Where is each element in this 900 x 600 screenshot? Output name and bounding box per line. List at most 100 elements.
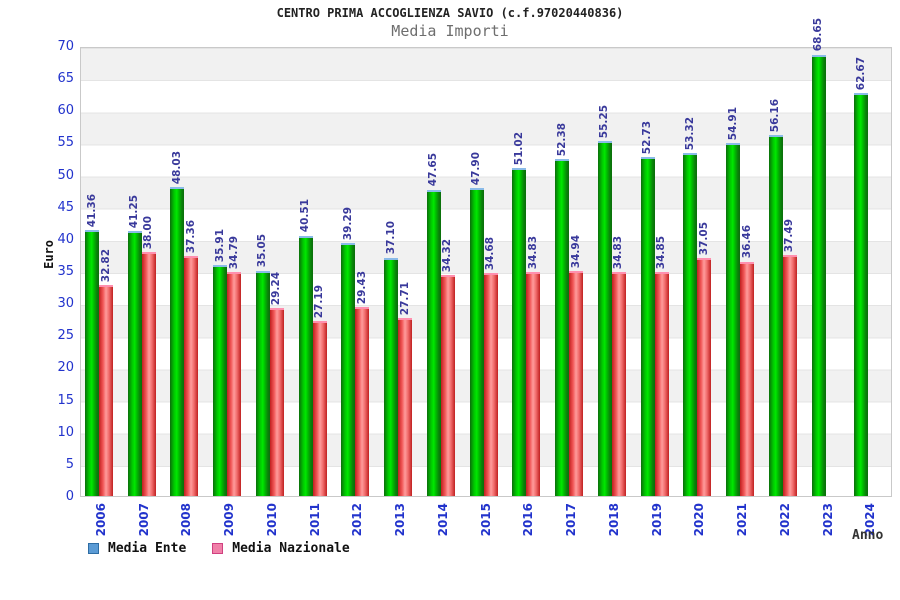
bar-value-label: 37.49 [783,218,796,252]
bar-media-nazionale-2014 [440,275,455,496]
bar-value-label: 37.05 [697,221,710,255]
bar-value-label: 54.91 [726,106,739,141]
bar-media-ente-2018 [597,140,612,496]
bar-value-label: 39.29 [341,207,354,241]
bar-value-label: 37.36 [184,219,197,253]
bar-media-ente-2015 [469,188,484,496]
y-tick-label: 30 [57,296,74,312]
x-axis-title: Anno [852,528,884,543]
bar-media-ente-2021 [726,143,741,496]
bar-media-ente-2024 [854,93,869,496]
chart-title: CENTRO PRIMA ACCOGLIENZA SAVIO (c.f.9702… [276,6,624,20]
bar-media-nazionale-2006 [99,285,113,496]
x-tick-label-2006: 2006 [94,503,108,537]
bar-media-nazionale-2015 [483,273,498,496]
bar-value-label: 34.83 [612,235,625,270]
bar-media-nazionale-2008 [184,255,199,496]
bar-media-nazionale-2016 [526,272,541,496]
bar-value-label: 37.10 [384,221,397,255]
bar-value-label: 48.03 [170,151,183,185]
bar-media-ente-2008 [170,187,185,496]
bar-media-ente-2007 [127,230,142,496]
bar-media-nazionale-2013 [398,317,413,496]
y-tick-label: 40 [57,231,74,247]
bar-value-label: 29.24 [270,271,283,306]
bar-media-nazionale-2009 [227,272,242,496]
y-tick-label: 50 [57,167,74,183]
x-tick-label-2019: 2019 [649,503,664,537]
bar-media-ente-2017 [555,159,570,496]
x-tick-label-2012: 2012 [350,503,365,537]
bar-media-nazionale-2021 [740,261,755,496]
bar-value-label: 41.36 [85,193,98,228]
y-tick-label: 15 [57,392,74,408]
bar-media-nazionale-2018 [611,272,626,496]
x-tick-label-2021: 2021 [735,503,750,537]
legend-label-media-nazionale: Media Nazionale [232,541,350,556]
y-tick-label: 65 [57,71,74,87]
x-tick-label-2009: 2009 [222,503,237,537]
bar-media-ente-2020 [683,153,698,496]
y-tick-label: 25 [57,328,74,344]
bar-value-label: 40.51 [299,199,312,233]
bar-media-ente-2012 [341,243,356,496]
bar-media-ente-2019 [640,157,655,496]
y-tick-label: 20 [57,360,74,376]
bar-media-nazionale-2020 [697,257,712,496]
y-tick-label: 60 [57,103,74,119]
bar-value-label: 56.16 [769,98,782,132]
bar-value-label: 53.32 [683,117,696,151]
bar-media-ente-2023 [811,54,826,496]
bar-value-label: 27.19 [313,285,326,319]
bar-value-label: 34.68 [484,236,497,271]
plot-area: 41.36 32.82 41.25 38.00 48.03 37.36 35.91 34.79… [80,18,892,497]
bar-value-label: 27.71 [398,281,411,315]
chart-subtitle: Media Importi [391,22,509,40]
bar-value-label: 51.02 [512,131,525,166]
bar-media-ente-2010 [255,270,270,496]
x-tick-label-2023: 2023 [820,503,835,537]
bar-media-nazionale-2011 [312,321,327,496]
bar-media-ente-2013 [384,257,399,496]
x-tick-label-2014: 2014 [435,503,450,537]
legend-swatch-media-nazionale [212,543,224,554]
bar-value-label: 32.82 [99,248,112,283]
x-tick-label-2008: 2008 [179,503,194,537]
y-tick-label: 10 [57,424,74,440]
bar-value-label: 29.43 [355,270,368,304]
x-tick-label-2022: 2022 [777,503,792,537]
y-tick-label: 0 [65,489,74,504]
x-tick-label-2016: 2016 [521,503,536,537]
bar-value-label: 34.85 [655,235,668,269]
y-tick-label: 45 [57,199,74,215]
y-tick-label: 35 [57,264,74,279]
bar-value-label: 68.65 [812,18,825,52]
bar-media-ente-2014 [426,189,441,496]
bar-value-label: 34.79 [227,236,240,270]
bar-media-ente-2022 [768,134,783,496]
bar-media-nazionale-2010 [269,308,284,496]
bar-value-label: 38.00 [142,215,155,249]
x-tick-label-2010: 2010 [264,503,279,537]
x-tick-label-2011: 2011 [307,503,322,537]
x-tick-label-2020: 2020 [692,503,707,537]
bar-value-label: 62.67 [854,56,867,91]
bar-value-label: 35.91 [213,228,226,263]
bar-media-nazionale-2012 [355,306,370,496]
bar-media-ente-2009 [213,265,228,496]
bar-media-nazionale-2019 [654,271,669,496]
bar-value-label: 34.94 [569,235,582,269]
bar-value-label: 47.65 [427,153,440,187]
bar-value-label: 36.46 [740,225,753,259]
bar-value-label: 35.05 [256,234,269,268]
y-tick-label: 70 [57,39,74,54]
y-tick-label: 55 [57,135,74,151]
bar-value-label: 55.25 [598,104,611,138]
bar-media-ente-2006 [85,230,99,496]
bar-media-nazionale-2007 [141,251,156,496]
x-tick-label-2007: 2007 [136,503,151,537]
x-tick-label-2015: 2015 [478,503,493,537]
x-tick-label-2017: 2017 [564,503,579,537]
bar-value-label: 52.38 [555,123,568,157]
